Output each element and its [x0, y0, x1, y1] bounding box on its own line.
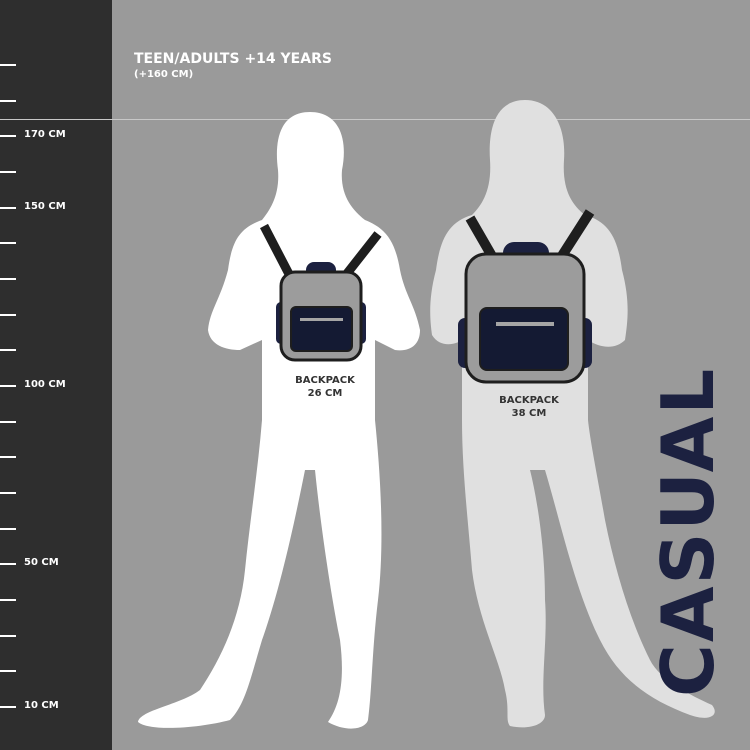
backpack-large-size: 38 CM: [511, 408, 547, 419]
ruler-tick: [0, 634, 16, 637]
backpack-small-caption: BACKPACK 26 CM: [275, 374, 375, 400]
backpack-small-label: BACKPACK: [295, 375, 355, 386]
backpack-small-size: 26 CM: [307, 388, 343, 399]
ruler-tick: [0, 385, 16, 388]
ruler-tick: [0, 135, 16, 138]
ruler-tick: [0, 706, 16, 709]
ruler-tick: [0, 278, 16, 281]
ruler-tick: [0, 527, 16, 530]
backpack-small-icon: [260, 223, 382, 362]
ruler-tick: [0, 563, 16, 566]
ruler-tick: [0, 242, 16, 245]
backpack-large-icon: [458, 209, 595, 384]
ruler-tick: [0, 670, 16, 673]
silhouette-left: [138, 112, 420, 729]
brand-logo-text: CASUAL: [646, 366, 730, 697]
backpack-large-caption: BACKPACK 38 CM: [479, 394, 579, 420]
height-ruler: 170 CM 150 CM 100 CM 50 CM 10 CM: [0, 0, 112, 750]
ruler-label: 150 CM: [24, 200, 66, 212]
ruler-tick: [0, 99, 16, 102]
ruler-tick: [0, 599, 16, 602]
ruler-label: 10 CM: [24, 700, 59, 712]
height-line: [0, 119, 750, 120]
ruler-label: 50 CM: [24, 557, 59, 569]
backpack-large-label: BACKPACK: [499, 395, 559, 406]
audience-subtitle: (+160 CM): [134, 69, 194, 80]
ruler-tick: [0, 420, 16, 423]
ruler-tick: [0, 349, 16, 352]
ruler-tick: [0, 313, 16, 316]
ruler-label: 170 CM: [24, 129, 66, 141]
ruler-tick: [0, 171, 16, 173]
ruler-tick: [0, 492, 16, 495]
ruler-tick: [0, 456, 16, 459]
ruler-tick: [0, 206, 16, 209]
audience-title: TEEN/ADULTS +14 YEARS: [134, 51, 332, 67]
ruler-tick: [0, 64, 16, 66]
ruler-label: 100 CM: [24, 379, 66, 391]
